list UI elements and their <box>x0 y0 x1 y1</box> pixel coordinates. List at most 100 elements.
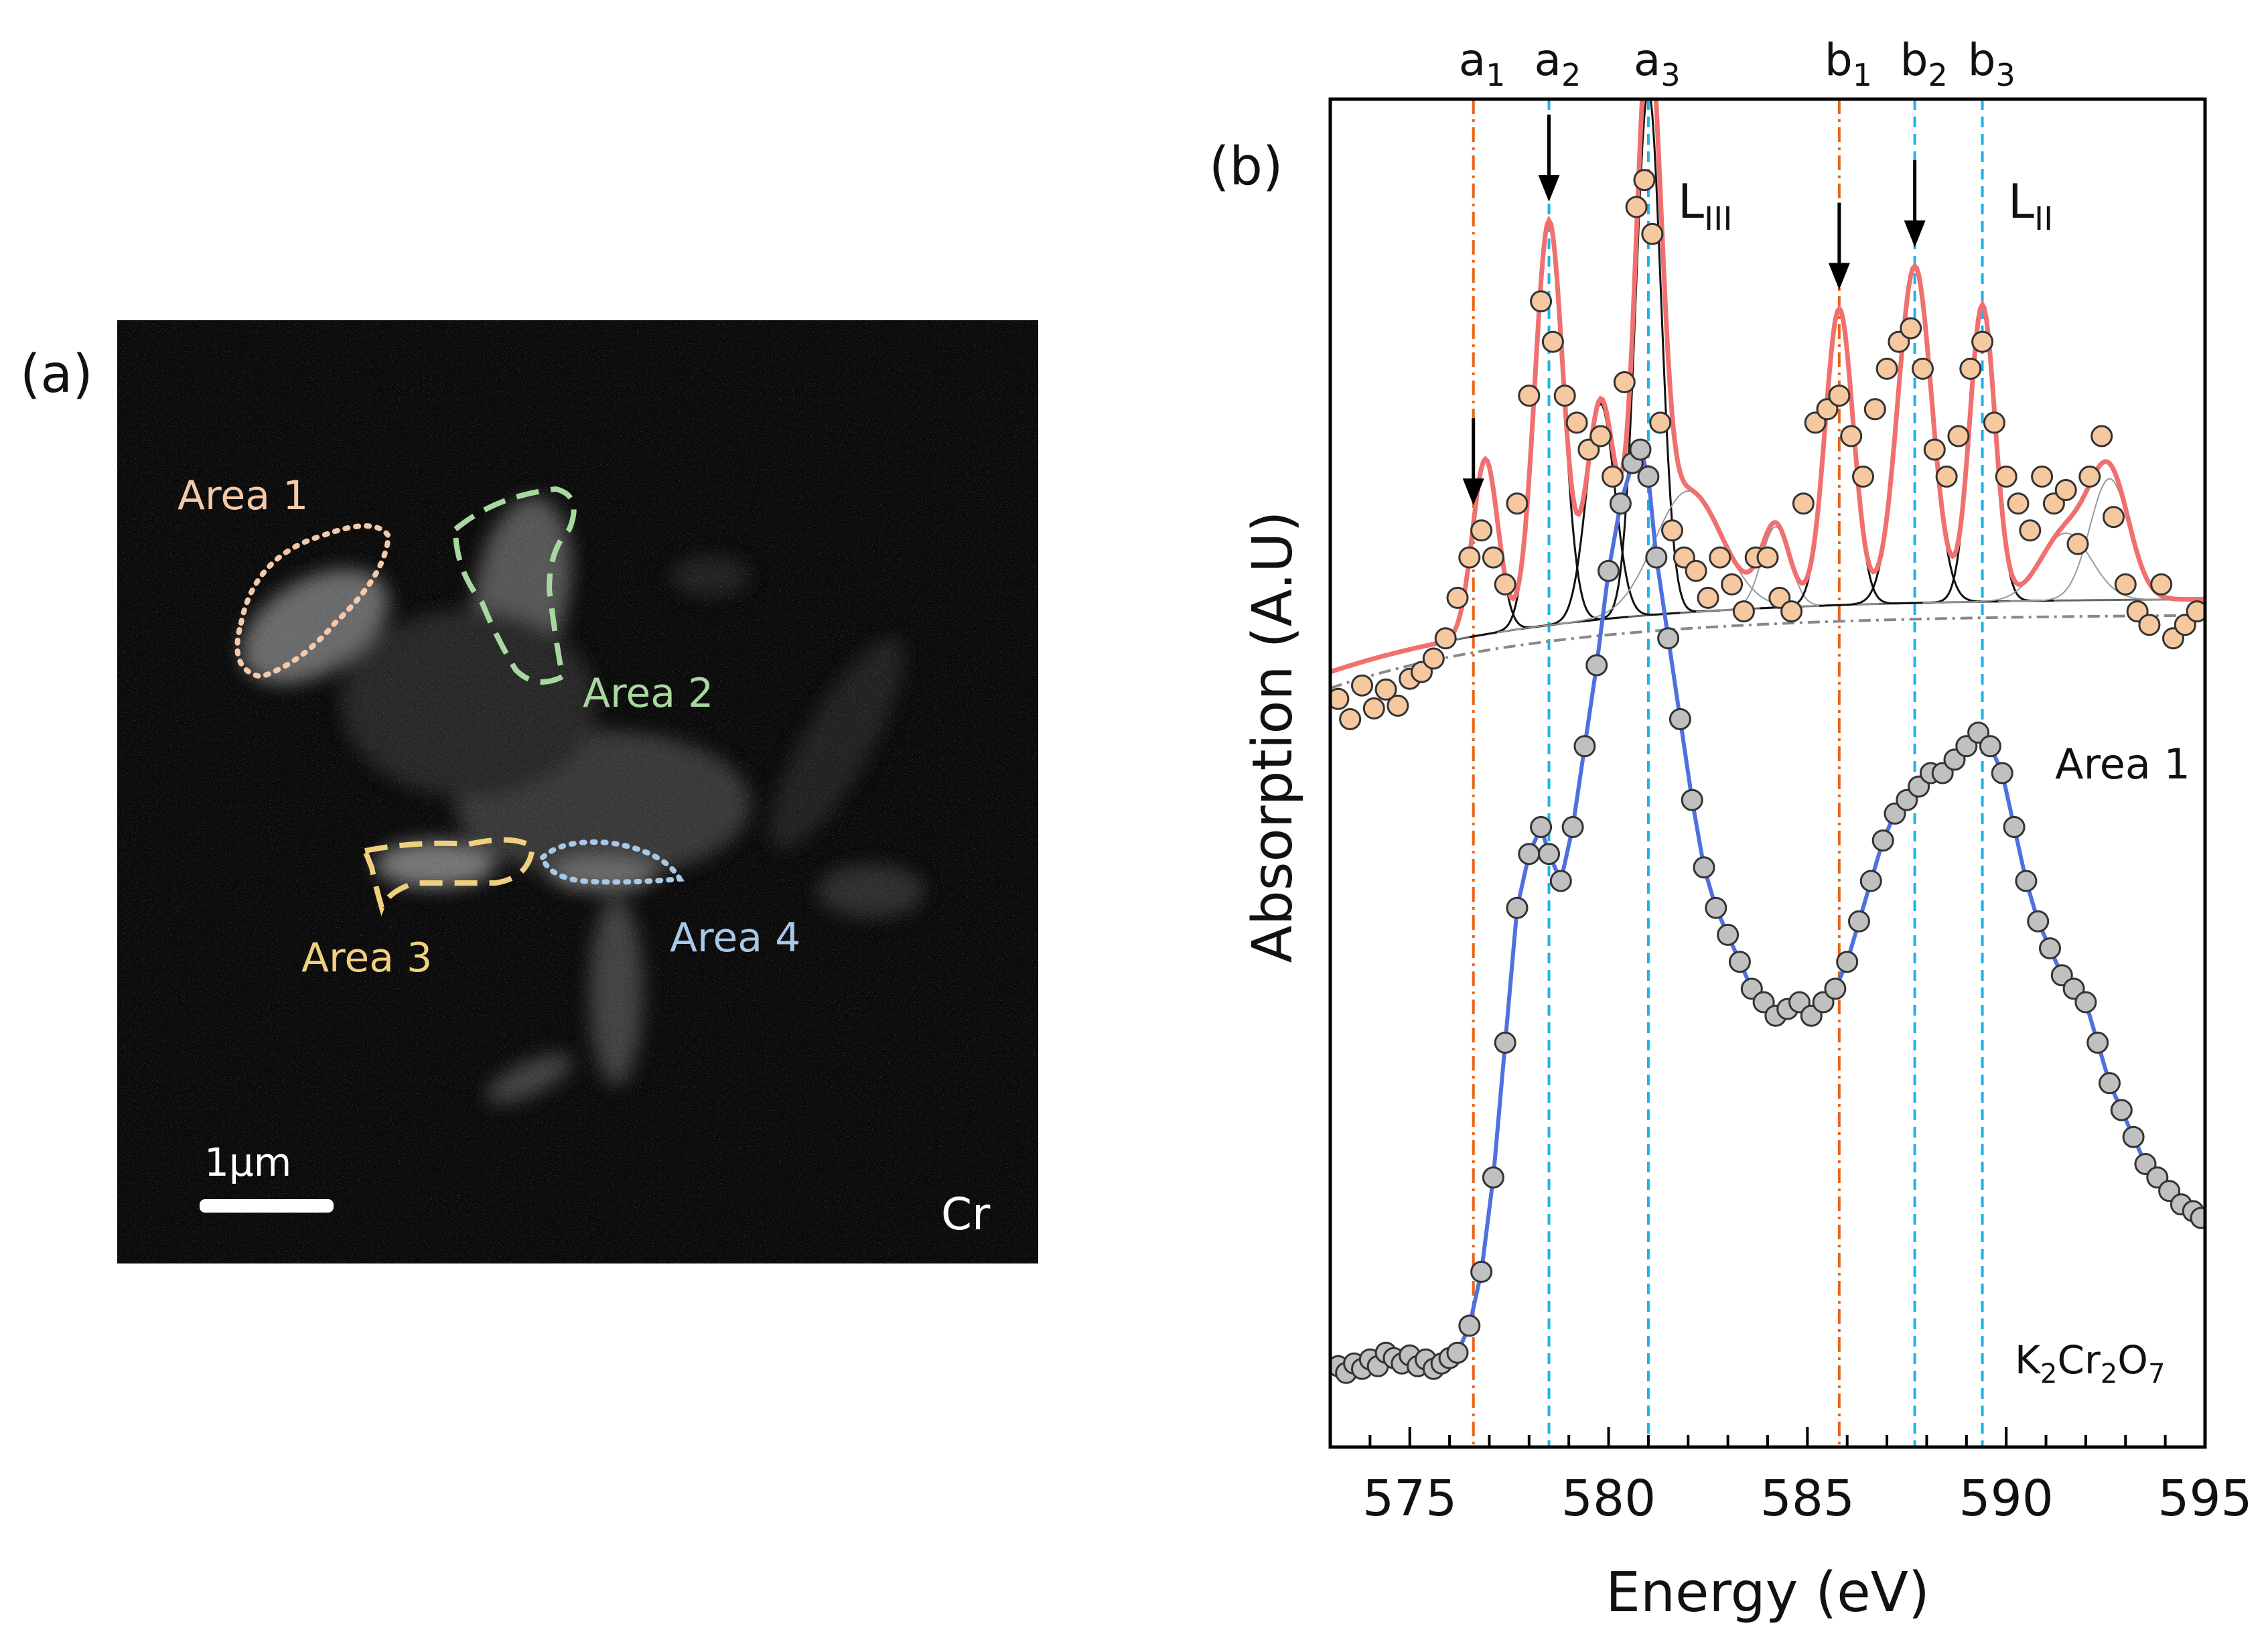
k2cr2o7-point <box>1494 1031 1516 1054</box>
area-1-label: Area 1 <box>178 472 308 519</box>
k2cr2o7-point <box>1446 1341 1469 1364</box>
k2cr2o7-point <box>1637 465 1660 488</box>
marker-label-a1: a1 <box>1459 34 1506 93</box>
area1-point <box>1446 586 1469 609</box>
arrow-head <box>1828 263 1850 290</box>
marker-label-main: a <box>1459 34 1486 86</box>
energy-marker-labels: a1 a2 a3 b1 b2 b3 <box>1459 34 2015 93</box>
area-2-outline <box>452 486 577 685</box>
area1-point <box>2007 492 2030 515</box>
k2cr2o7-point <box>1836 951 1859 973</box>
k2cr2o7-point <box>2099 1072 2121 1095</box>
marker-label-b1: b1 <box>1825 34 1872 93</box>
area-3-label: Area 3 <box>301 935 432 981</box>
area-1-outline <box>234 523 392 680</box>
area1-point <box>1852 465 1874 488</box>
k2cr2o7-point <box>1669 708 1691 730</box>
area1-point <box>1613 371 1636 393</box>
k2cr2o7-point <box>2110 1099 2133 1121</box>
k2cr2o7-point <box>1705 896 1727 919</box>
k2cr2o7-point <box>2027 910 2050 933</box>
edge-label-l2-sub: II <box>2034 200 2053 238</box>
area1-point <box>2066 533 2089 555</box>
x-tick-label: 595 <box>2157 1470 2252 1527</box>
formula-k-sub: 2 <box>2040 1359 2057 1389</box>
scale-bar <box>200 1199 334 1213</box>
micrograph: Area 1 Area 2 Area 3 Area 4 1μm Cr <box>117 320 1038 1263</box>
arrow-head <box>1538 175 1560 202</box>
area1-point <box>1863 398 1886 421</box>
area-4-outline <box>539 839 685 885</box>
arrow-head <box>1462 478 1484 506</box>
k2cr2o7-point <box>1859 870 1882 892</box>
area1-point <box>1351 674 1373 697</box>
area1-point <box>2019 519 2042 542</box>
area1-point <box>2114 573 2137 596</box>
energy-markers <box>1472 99 1984 1447</box>
k2cr2o7-point <box>1549 870 1572 892</box>
fit-component-5 <box>1497 490 1880 633</box>
edge-label-l3-sub: III <box>1704 200 1732 238</box>
area1-point <box>1553 385 1576 407</box>
series-label-k2cr2o7: K2Cr2O7 <box>2015 1337 2165 1389</box>
k2cr2o7-point <box>1609 492 1632 515</box>
area1-point <box>1661 519 1683 542</box>
k2cr2o7-fit-curve <box>1336 444 2203 1376</box>
x-tick-label: 590 <box>1959 1470 2054 1527</box>
edge-label-l2-main: L <box>2008 174 2034 229</box>
area1-point <box>1732 600 1755 623</box>
area1-point <box>1875 357 1898 380</box>
k2cr2o7-point <box>1506 896 1529 919</box>
fit-component-10 <box>1922 532 2205 604</box>
area1-point <box>1756 546 1779 569</box>
area1-fit-curve <box>1330 99 2205 675</box>
area1-point <box>1840 425 1863 448</box>
formula-cr: Cr <box>2058 1337 2101 1383</box>
marker-label-sub: 2 <box>1928 57 1948 93</box>
x-tick-label: 585 <box>1760 1470 1855 1527</box>
area-3-outline <box>361 837 536 916</box>
y-axis-title: Absorption (A.U) <box>1241 511 1305 963</box>
x-axis-title: Energy (eV) <box>1606 1561 1930 1625</box>
k2cr2o7-point <box>1979 735 2001 758</box>
marker-label-sub: 2 <box>1561 57 1581 93</box>
marker-label-b2: b2 <box>1900 34 1948 93</box>
k2cr2o7-point <box>2122 1125 2145 1148</box>
arrow-head <box>1904 220 1926 248</box>
area1-point <box>2186 600 2205 623</box>
noise-texture <box>117 320 1038 1263</box>
k2cr2o7-point <box>1728 951 1751 973</box>
x-tick-label: 575 <box>1362 1470 1457 1527</box>
area1-point <box>1422 647 1445 670</box>
marker-label-main: b <box>1825 34 1853 86</box>
area1-point <box>1900 317 1922 340</box>
area1-point <box>2090 425 2113 448</box>
area1-point <box>2078 465 2101 488</box>
k2cr2o7-point <box>2190 1207 2205 1229</box>
area1-point <box>1971 330 1994 353</box>
area1-point <box>1709 546 1731 569</box>
marker-label-a2: a2 <box>1535 34 1581 93</box>
area1-point <box>1482 546 1504 569</box>
k2cr2o7-point <box>1991 762 2013 784</box>
edge-label-l3-main: L <box>1678 174 1704 229</box>
spectrum-plot: a1 a2 a3 b1 b2 b3 575 580 585 590 595 LIII LII Ar… <box>1241 34 2253 1625</box>
element-label: Cr <box>941 1188 991 1240</box>
area1-point <box>1983 411 2005 434</box>
area-2-label: Area 2 <box>583 670 713 717</box>
area1-point <box>1697 586 1719 609</box>
area1-point <box>1995 465 2017 488</box>
area1-point <box>1589 425 1612 448</box>
marker-label-sub: 1 <box>1853 57 1872 93</box>
k2cr2o7-point <box>1693 856 1715 879</box>
area1-point <box>2150 573 2173 596</box>
area1-point <box>1362 697 1385 720</box>
k2cr2o7-point <box>1824 977 1847 1000</box>
area1-point <box>1685 559 1707 582</box>
area1-point <box>1633 169 1656 192</box>
k2cr2o7-point <box>1585 654 1608 677</box>
formula-o: O <box>2117 1337 2148 1383</box>
k2cr2o7-point <box>1681 789 1703 811</box>
k2cr2o7-point <box>2086 1031 2109 1054</box>
